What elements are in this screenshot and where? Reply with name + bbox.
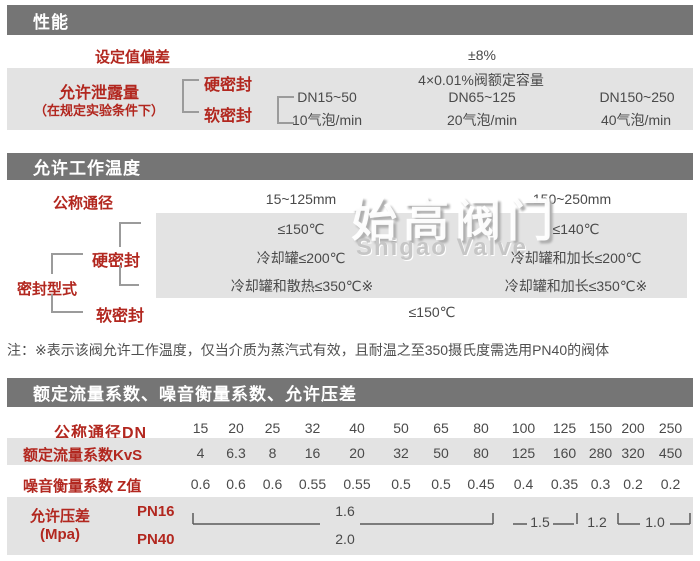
pressure-dimension-line [192, 513, 691, 525]
leak-col-dn: DN15~50 [297, 89, 357, 105]
kvs-cell: 6.3 [226, 445, 246, 461]
temp-col1-header: 15~125mm [265, 191, 337, 207]
leak-col-rate: 20气泡/min [446, 112, 518, 128]
pn40-value: 2.0 [335, 531, 355, 547]
dn-cell: 40 [349, 420, 365, 436]
hard-seal-label-2: 硬密封 [92, 253, 141, 270]
soft-seal-bracket [277, 96, 294, 124]
seal-type-label: 密封型式 [17, 281, 78, 298]
dn-cell: 80 [473, 420, 489, 436]
leakage-band [7, 68, 693, 130]
dn-cell: 100 [511, 420, 536, 436]
row-label-kvs: 额定流量系数KvS [23, 447, 143, 464]
temp-cell: 冷却罐和加长≤350℃※ [504, 278, 648, 294]
z-cell: 0.55 [343, 476, 371, 492]
z-cell: 0.6 [262, 476, 283, 492]
row-label-dn: 公称通径DN [54, 425, 148, 442]
dn-cell: 32 [304, 420, 321, 436]
set-deviation-label: 设定值偏差 [95, 49, 171, 66]
section-title: 额定流量系数、噪音衡量系数、允许压差 [33, 385, 357, 404]
kvs-cell: 4 [196, 445, 205, 461]
hard-seal-bracket-bottom [119, 265, 139, 286]
dn-cell: 150 [588, 420, 613, 436]
hard-seal-bracket-top [119, 222, 141, 247]
kvs-cell: 450 [658, 445, 683, 461]
dn-cell: 200 [621, 420, 645, 436]
z-cell: 0.4 [513, 476, 534, 492]
temp-cell: 冷却罐和加长≤200℃ [510, 250, 642, 266]
dn-cell: 50 [393, 420, 409, 436]
z-cell: 0.35 [550, 476, 579, 492]
z-cell: 0.2 [660, 476, 681, 492]
z-cell: 0.5 [431, 476, 451, 492]
dn-cell: 20 [228, 420, 244, 436]
pressure-band [7, 497, 693, 555]
row-label-z: 噪音衡量系数 Z值 [23, 478, 142, 495]
temperature-note: 注：※表示该阀允许工作温度，仅当介质为蒸汽式有效，且耐温之至350摄氏度需选用P… [7, 342, 610, 358]
kvs-cell: 32 [393, 445, 409, 461]
seal-type-bracket-bottom [51, 294, 83, 313]
temp-soft-value: ≤150℃ [408, 304, 456, 320]
pressure-label-line2: (Mpa) [40, 526, 80, 543]
hard-seal-value: 4×0.01%阀额定容量 [418, 72, 544, 88]
kvs-cell: 320 [621, 445, 645, 461]
pn16-seg-value: 1.0 [645, 514, 665, 530]
z-cell: 0.2 [623, 476, 643, 492]
kvs-cell: 20 [349, 445, 365, 461]
pn16-label: PN16 [137, 503, 175, 520]
z-cell: 0.55 [298, 476, 327, 492]
set-deviation-value: ±8% [468, 47, 496, 63]
section-header-flow: 额定流量系数、噪音衡量系数、允许压差 [7, 378, 693, 407]
dn-label: 公称通径 [53, 195, 114, 212]
hard-seal-label-1: 硬密封 [204, 77, 253, 94]
temperature-band [156, 213, 687, 298]
temp-cell: ≤140℃ [552, 221, 600, 237]
section-title: 性能 [33, 12, 69, 32]
dn-cell: 15 [192, 420, 209, 436]
kvs-cell: 280 [588, 445, 613, 461]
z-cell: 0.5 [391, 476, 411, 492]
section-header-performance: 性能 [7, 5, 693, 35]
pn40-label: PN40 [137, 531, 175, 548]
leakage-label-line1: 允许泄露量 [58, 85, 140, 102]
z-cell: 0.6 [190, 476, 211, 492]
temp-cell: 冷却罐≤200℃ [256, 250, 346, 266]
z-cell: 0.3 [590, 476, 611, 492]
temp-cell: ≤150℃ [277, 221, 325, 237]
kvs-band [7, 438, 693, 465]
dn-cell: 65 [433, 420, 449, 436]
dn-cell: 25 [264, 420, 281, 436]
seal-type-bracket-top [51, 253, 83, 274]
leakage-bracket [182, 79, 199, 113]
kvs-cell: 50 [433, 445, 449, 461]
kvs-cell: 16 [304, 445, 321, 461]
row-values-kvs: 4 6.3 8 16 20 32 50 80 125 160 280 320 4… [183, 445, 692, 461]
row-values-z: 0.6 0.6 0.6 0.55 0.55 0.5 0.5 0.45 0.4 0… [183, 476, 692, 492]
kvs-cell: 160 [552, 445, 577, 461]
z-cell: 0.45 [467, 476, 495, 492]
soft-seal-label-1: 软密封 [204, 108, 253, 125]
kvs-cell: 80 [473, 445, 489, 461]
kvs-cell: 125 [511, 445, 536, 461]
dn-cell: 250 [658, 420, 683, 436]
pn16-seg-value: 1.5 [530, 514, 550, 530]
leak-col-dn: DN150~250 [599, 89, 675, 105]
leak-col-rate: 10气泡/min [291, 112, 363, 128]
z-cell: 0.6 [226, 476, 246, 492]
leak-col-dn: DN65~125 [448, 89, 516, 105]
pressure-label-line1: 允许压差 [29, 508, 91, 525]
leakage-label-line2: （在规定实验条件下） [33, 103, 165, 118]
pn16-seg-value: 1.2 [587, 514, 607, 530]
section-header-temperature: 允许工作温度 [7, 153, 693, 180]
kvs-cell: 8 [268, 445, 277, 461]
soft-seal-label-2: 软密封 [96, 308, 145, 325]
dn-cell: 125 [552, 420, 577, 436]
pn16-main-value: 1.6 [335, 503, 355, 519]
temp-cell: 冷却罐和散热≤350℃※ [230, 278, 374, 294]
section-title: 允许工作温度 [33, 159, 141, 178]
leak-col-rate: 40气泡/min [600, 112, 672, 128]
row-values-dn: 15 20 25 32 40 50 65 80 100 125 150 200 … [183, 420, 692, 436]
temp-col2-header: 150~250mm [532, 191, 612, 207]
